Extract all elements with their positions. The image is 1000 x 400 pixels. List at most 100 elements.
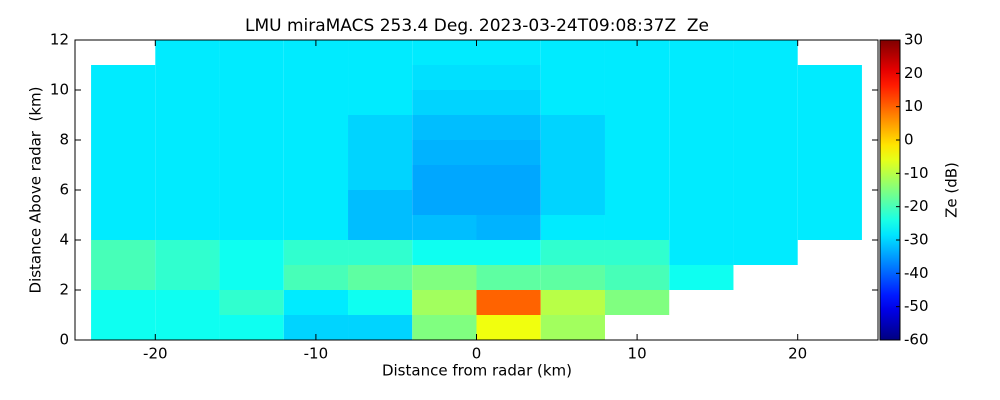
colorbar-tick-label: -40 [904,264,929,282]
cell [155,215,220,240]
cell [91,90,156,115]
cell [540,65,605,90]
cell [669,240,734,265]
cell [476,115,541,140]
cell [155,290,220,315]
cell [669,115,734,140]
cell [476,215,541,240]
cell [283,265,349,290]
colorbar-tick-label: -20 [904,197,929,215]
cell [348,215,413,240]
cell [540,165,605,190]
cell [797,140,862,165]
cell [219,240,284,265]
cell [476,315,541,340]
cell [540,190,605,215]
cell [412,90,477,115]
cell [219,140,284,165]
cell [669,140,734,165]
cell [91,165,156,190]
cell [219,190,284,215]
y-tick-label: 6 [59,181,69,199]
cell [476,40,541,65]
cell [283,215,349,240]
cell [604,90,670,115]
cell [155,165,220,190]
cell [91,290,156,315]
cell [91,215,156,240]
cell [219,90,284,115]
cell [412,190,477,215]
cell [91,315,156,340]
y-tick-label: 4 [59,231,69,249]
cell [348,315,413,340]
cell [604,190,670,215]
x-tick-label: 20 [788,345,807,363]
cell [155,90,220,115]
cell [797,190,862,215]
cell [155,240,220,265]
cell [283,240,349,265]
cell [155,265,220,290]
colorbar-tick-label: 0 [904,131,914,149]
cell [91,240,156,265]
cell [412,265,477,290]
cell [733,240,798,265]
cell [219,315,284,340]
cell [219,65,284,90]
cell [283,165,349,190]
cell [91,265,156,290]
cell [155,140,220,165]
colorbar [879,39,901,341]
cell [604,65,670,90]
cell [604,165,670,190]
cell [348,290,413,315]
cell [283,90,349,115]
colorbar-tick-label: -10 [904,164,929,182]
y-tick-label: 2 [59,281,69,299]
cell [733,115,798,140]
cell [540,40,605,65]
x-tick-label: -10 [304,345,329,363]
cell [219,40,284,65]
chart-title: LMU miraMACS 253.4 Deg. 2023-03-24T09:08… [245,16,709,36]
cell [412,65,477,90]
cell [348,90,413,115]
cell [540,290,605,315]
y-tick-label: 10 [50,81,69,99]
cell [604,215,670,240]
cell [412,140,477,165]
cell [669,90,734,115]
cell [155,40,220,65]
colorbar-tick-label: 30 [904,31,923,49]
cell [797,65,862,90]
cell [669,40,734,65]
y-tick-label: 12 [50,31,69,49]
cell [797,165,862,190]
cell [797,215,862,240]
cell [669,265,734,290]
cell [476,140,541,165]
cell [412,115,477,140]
cell [604,140,670,165]
cell [733,40,798,65]
cell [540,90,605,115]
cell [283,290,349,315]
cell [348,165,413,190]
y-tick-label: 8 [59,131,69,149]
cell [155,315,220,340]
cell [283,115,349,140]
colorbar-tick-label: -50 [904,297,929,315]
colorbar-tick-label: 10 [904,97,923,115]
cell [348,140,413,165]
cell [348,190,413,215]
cell [733,190,798,215]
cell [540,315,605,340]
cell [604,265,670,290]
cell [540,265,605,290]
cell [476,65,541,90]
cell [155,115,220,140]
cell [219,165,284,190]
cell [733,90,798,115]
cell [476,90,541,115]
